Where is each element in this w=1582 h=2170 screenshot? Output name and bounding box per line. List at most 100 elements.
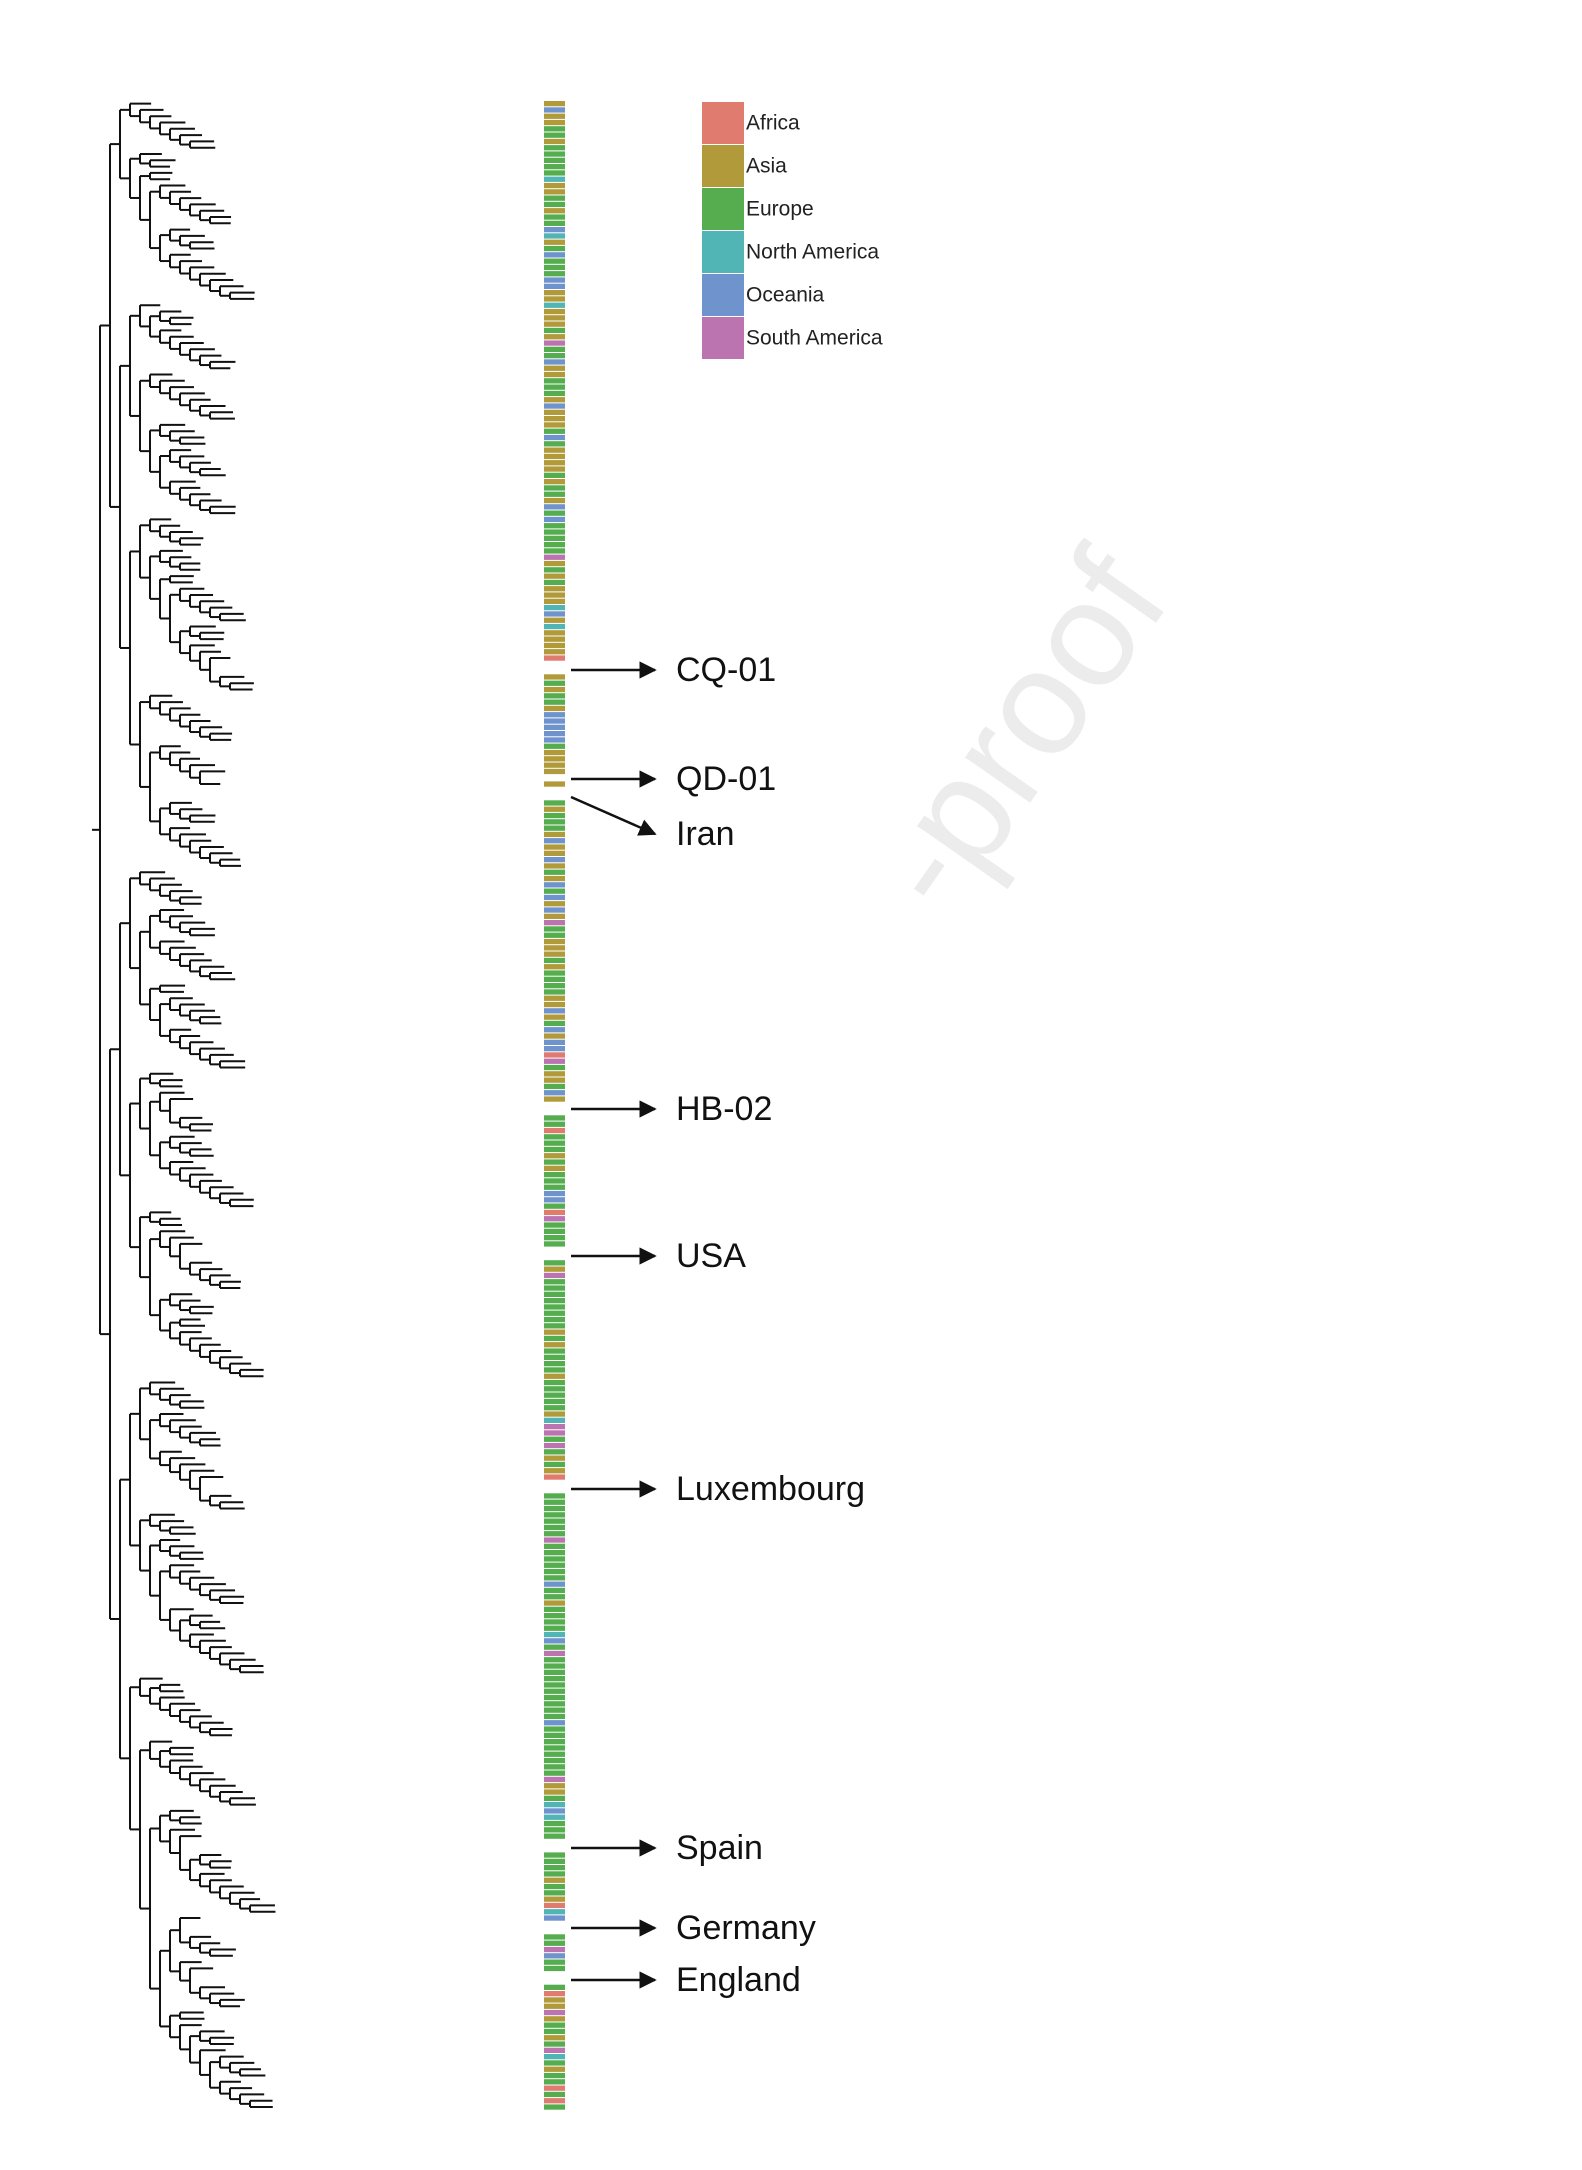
strip-cell: [544, 1575, 565, 1581]
strip-cell: [544, 1657, 565, 1663]
strip-cell: [544, 460, 565, 466]
strip-cell: [544, 1455, 565, 1461]
strip-cell: [544, 756, 565, 762]
strip-cell: [544, 1694, 565, 1701]
strip-cell: [544, 182, 565, 189]
annotation-label: QD-01: [676, 760, 776, 798]
strip-cell: [544, 1625, 565, 1631]
legend-swatch: [702, 274, 744, 316]
strip-cell: [544, 1663, 565, 1669]
strip-cell: [544, 542, 565, 548]
strip-cell: [544, 2054, 565, 2060]
strip-cell: [544, 164, 565, 170]
strip-cell: [544, 321, 565, 327]
strip-cell: [544, 938, 565, 945]
strip-cell: [544, 1493, 565, 1499]
strip-cell: [544, 1348, 565, 1354]
strip-cell: [544, 1512, 565, 1518]
strip-cell: [544, 132, 565, 138]
strip-cell: [544, 1190, 565, 1197]
strip-cell: [544, 2016, 565, 2022]
strip-cell: [544, 245, 565, 252]
strip-cell: [544, 1008, 565, 1014]
strip-cell: [544, 1165, 565, 1171]
strip-cell: [544, 1027, 565, 1033]
legend-label: Europe: [746, 198, 814, 221]
strip-cell: [544, 1235, 565, 1241]
strip-cell: [544, 441, 565, 447]
strip-cell: [544, 1140, 565, 1146]
strip-cell: [544, 327, 565, 334]
strip-cell: [544, 1127, 565, 1134]
strip-cell: [544, 1115, 565, 1121]
strip-cell: [544, 995, 565, 1001]
strip-cell: [544, 762, 565, 768]
strip-cell: [544, 1209, 565, 1216]
strip-cell: [544, 416, 565, 422]
strip-cell: [544, 529, 565, 535]
strip-cell: [544, 1310, 565, 1316]
strip-cell: [544, 812, 565, 819]
strip-cell: [544, 592, 565, 598]
strip-cell: [544, 516, 565, 523]
strip-cell: [544, 1669, 565, 1675]
strip-cell: [544, 964, 565, 970]
strip-cell: [544, 1146, 565, 1153]
strip-cell: [544, 315, 565, 321]
strip-cell: [544, 2079, 565, 2085]
strip-cell: [544, 844, 565, 850]
strip-cell: [544, 2104, 565, 2110]
strip-cell: [544, 869, 565, 875]
strip-cell: [544, 113, 565, 119]
strip-cell: [544, 674, 565, 680]
strip-cell: [544, 384, 565, 390]
strip-cell: [544, 1379, 565, 1386]
strip-cell: [544, 945, 565, 951]
strip-cell: [544, 170, 565, 176]
strip-cell: [544, 1701, 565, 1707]
legend-swatch: [702, 145, 744, 187]
strip-cell: [544, 1934, 565, 1940]
strip-cell: [544, 1587, 565, 1594]
strip-cell: [544, 2072, 565, 2079]
strip-cell: [544, 466, 565, 472]
strip-cell: [544, 1184, 565, 1190]
strip-cell: [544, 1877, 565, 1883]
strip-cell: [544, 378, 565, 384]
strip-cell: [544, 901, 565, 907]
strip-cell: [544, 983, 565, 989]
strip-cell: [544, 1600, 565, 1606]
strip-cell: [544, 176, 565, 182]
strip-cell: [544, 485, 565, 491]
strip-cell: [544, 699, 565, 705]
strip-cell: [544, 2091, 565, 2098]
strip-cell: [544, 359, 565, 365]
strip-cell: [544, 680, 565, 686]
strip-cell: [544, 497, 565, 504]
strip-cell: [544, 1272, 565, 1279]
strip-cell: [544, 535, 565, 541]
strip-cell: [544, 1405, 565, 1411]
strip-cell: [544, 1682, 565, 1688]
strip-cell: [544, 1039, 565, 1045]
strip-cell: [544, 875, 565, 882]
annotation-label: USA: [676, 1237, 746, 1275]
strip-cell: [544, 1865, 565, 1871]
strip-cell: [544, 642, 565, 649]
strip-cell: [544, 422, 565, 428]
strip-cell: [544, 1537, 565, 1543]
strip-cell: [544, 1789, 565, 1795]
strip-cell: [544, 1852, 565, 1858]
strip-cell: [544, 1594, 565, 1600]
strip-cell: [544, 1871, 565, 1877]
strip-cell: [544, 1688, 565, 1694]
strip-cell: [544, 403, 565, 409]
strip-cell: [544, 1121, 565, 1127]
strip-cell: [544, 1915, 565, 1921]
strip-cell: [544, 371, 565, 378]
strip-cell: [544, 749, 565, 756]
strip-cell: [544, 151, 565, 157]
annotations: CQ-01 QD-01 Iran HB-02 USA Luxembourg Spain Ger…: [570, 651, 865, 1999]
strip-cell: [544, 1751, 565, 1757]
strip-cell: [544, 227, 565, 233]
